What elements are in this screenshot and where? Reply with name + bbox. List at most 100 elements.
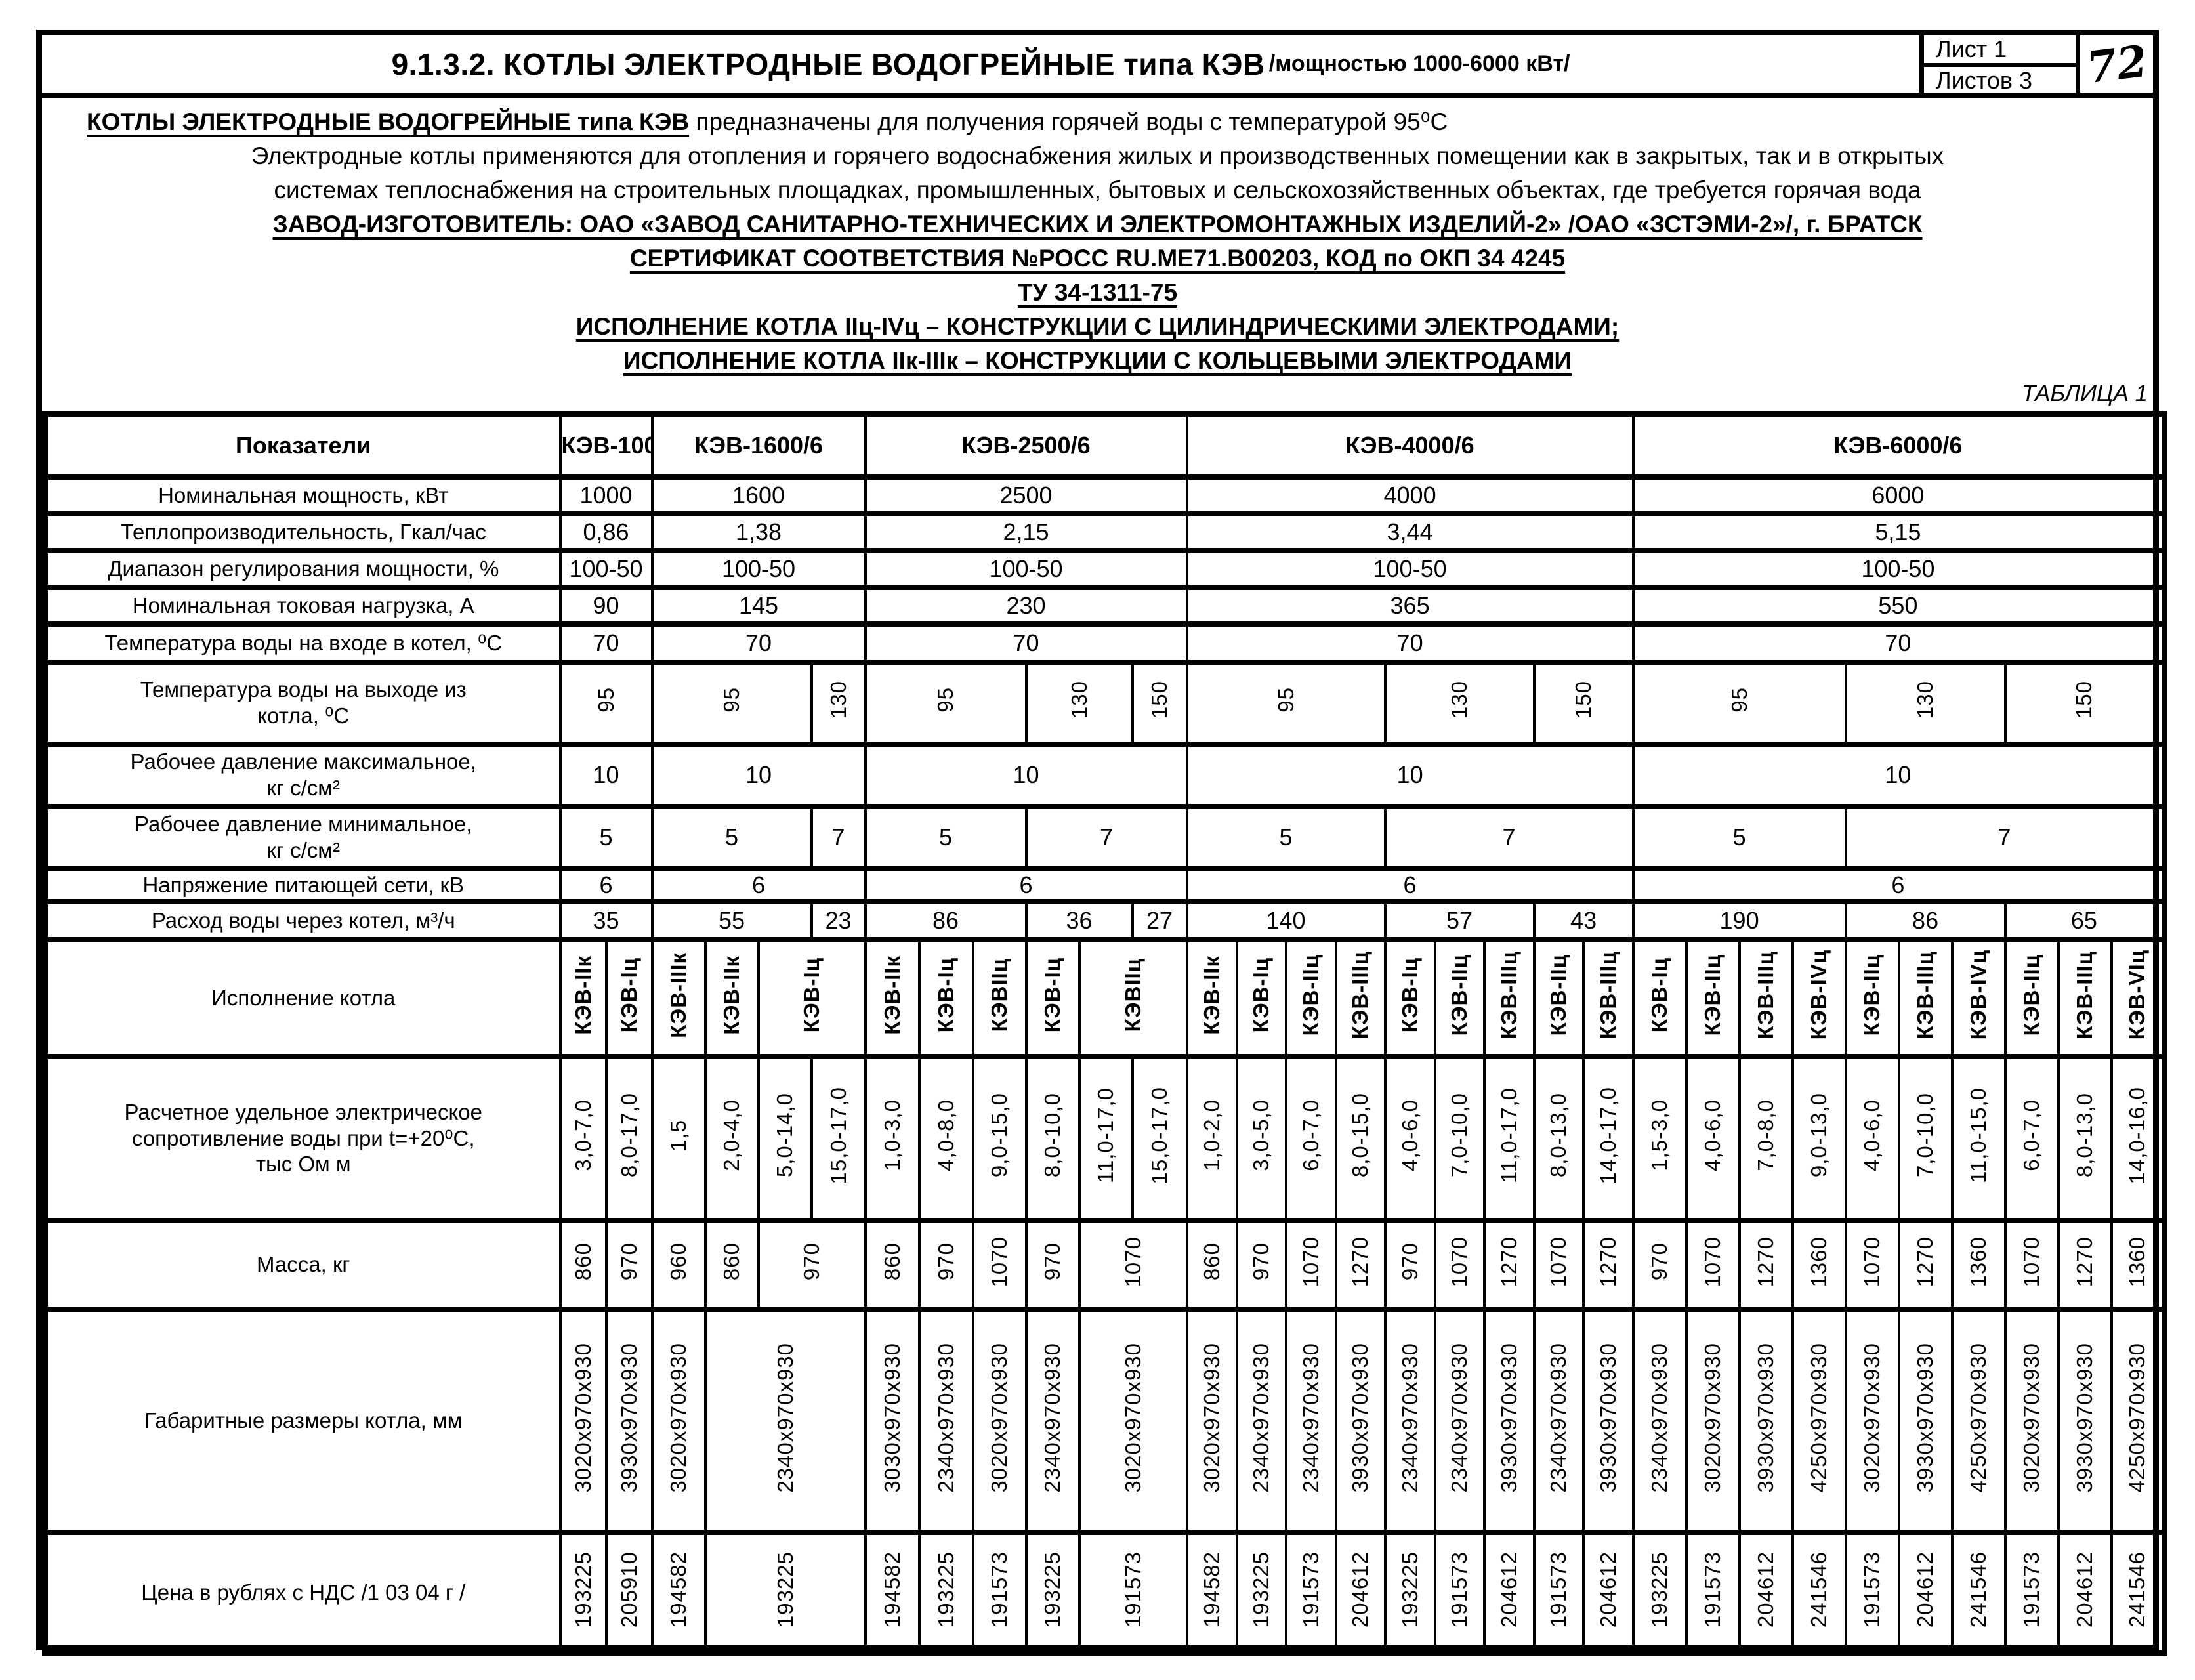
vertical-cell-text: 6,0-7,0 bbox=[1298, 1099, 1323, 1171]
vertical-cell-text: 15,0-17,0 bbox=[826, 1086, 850, 1185]
table-cell-r6c10: 130 bbox=[1844, 659, 2007, 747]
table-cell-r15c17: 204612 bbox=[1581, 1529, 1635, 1656]
vertical-cell-text: 3930х970х930 bbox=[1753, 1342, 1778, 1493]
table-cell-r14c6: 3020х970х930 bbox=[971, 1306, 1028, 1535]
table-cell-r14c17: 3930х970х930 bbox=[1581, 1306, 1635, 1535]
table-cell-r12c19: 8,0-13,0 bbox=[1532, 1053, 1585, 1223]
table-cell-r14c8: 3020х970х930 bbox=[1077, 1306, 1188, 1535]
vertical-cell-text: 193225 bbox=[570, 1551, 595, 1628]
vertical-cell-text: 204612 bbox=[1595, 1551, 1620, 1628]
table-cell-r13c7: 1070 bbox=[971, 1217, 1028, 1312]
table-cell-r6c2: 130 bbox=[810, 659, 867, 747]
table-cell-r15c15: 204612 bbox=[1482, 1529, 1536, 1656]
vertical-cell-text: 3,0-5,0 bbox=[1249, 1099, 1274, 1171]
vertical-cell-text: 1070 bbox=[1298, 1236, 1323, 1288]
table-cell-r11c16: КЭВ-IIIц bbox=[1482, 936, 1536, 1059]
vertical-cell-text: 191573 bbox=[1700, 1551, 1725, 1628]
vertical-cell-text: 1070 bbox=[1860, 1236, 1885, 1288]
row-label: Масса, кг bbox=[43, 1217, 562, 1312]
vertical-cell-text: КЭВ-IIц bbox=[2019, 954, 2044, 1036]
vertical-cell-text: 204612 bbox=[1753, 1551, 1778, 1628]
table-cell-r0c0: КЭВ-1000/6 bbox=[558, 411, 654, 480]
vertical-cell-text: КЭВ-IIц bbox=[1298, 954, 1323, 1036]
table-cell-r15c19: 191573 bbox=[1684, 1529, 1741, 1656]
table-cell-r12c27: 11,0-15,0 bbox=[1950, 1053, 2007, 1223]
table-cell-r8c1: 5 bbox=[650, 803, 813, 872]
table-cell-r6c3: 95 bbox=[864, 659, 1028, 747]
table-cell-r3c1: 100-50 bbox=[650, 547, 867, 590]
vertical-cell-text: КЭВ-Iц bbox=[1040, 957, 1064, 1033]
table-cell-r14c16: 2340х970х930 bbox=[1532, 1306, 1585, 1535]
table-cell-r11c14: КЭВ-Iц bbox=[1383, 936, 1436, 1059]
vertical-cell-text: 3020х970х930 bbox=[1700, 1342, 1725, 1493]
table-cell-r6c8: 150 bbox=[1532, 659, 1635, 747]
table-cell-r5c1: 70 bbox=[650, 621, 867, 665]
vertical-cell-text: КЭВIIц bbox=[987, 957, 1011, 1032]
table-cell-r12c6: 1,0-3,0 bbox=[864, 1053, 921, 1223]
vertical-cell-text: 150 bbox=[1147, 681, 1172, 719]
table-cell-r7c1: 10 bbox=[650, 741, 867, 809]
table-cell-r9c4: 6 bbox=[1631, 866, 2166, 904]
table-cell-r1c3: 4000 bbox=[1185, 474, 1635, 516]
table-cell-r15c12: 204612 bbox=[1334, 1529, 1387, 1656]
table-cell-r13c21: 1270 bbox=[1738, 1217, 1794, 1312]
vertical-cell-text: 1360 bbox=[1807, 1236, 1831, 1288]
vertical-cell-text: 4250х970х930 bbox=[1807, 1342, 1831, 1493]
table-cell-r11c23: КЭВ-IIц bbox=[1844, 936, 1900, 1059]
table-cell-r15c2: 194582 bbox=[650, 1529, 707, 1656]
table-cell-r14c9: 3020х970х930 bbox=[1185, 1306, 1238, 1535]
vertical-cell-text: КЭВ-Iц bbox=[1249, 957, 1274, 1033]
vertical-cell-text: 860 bbox=[879, 1242, 904, 1281]
table-cell-r15c25: 191573 bbox=[2003, 1529, 2060, 1656]
table-cell-r12c22: 4,0-6,0 bbox=[1684, 1053, 1741, 1223]
vertical-cell-text: 95 bbox=[593, 687, 618, 713]
vertical-cell-text: 7,0-8,0 bbox=[1753, 1099, 1778, 1171]
vertical-cell-text: КЭВIIц bbox=[1120, 957, 1145, 1032]
table-cell-r10c1: 55 bbox=[650, 898, 813, 942]
table-cell-r12c16: 4,0-6,0 bbox=[1383, 1053, 1436, 1223]
execution-line-ring: ИСПОЛНЕНИЕ КОТЛА IIк-IIIк – КОНСТРУКЦИИ … bbox=[623, 347, 1572, 374]
vertical-cell-text: КЭВ-Iц bbox=[616, 957, 641, 1033]
vertical-cell-text: 1070 bbox=[1447, 1236, 1472, 1288]
table-cell-r14c11: 2340х970х930 bbox=[1284, 1306, 1337, 1535]
vertical-cell-text: 191573 bbox=[2019, 1551, 2044, 1628]
vertical-cell-text: 2340х970х930 bbox=[1647, 1342, 1672, 1493]
table-cell-r13c5: 860 bbox=[864, 1217, 921, 1312]
table-cell-r11c11: КЭВ-Iц bbox=[1235, 936, 1287, 1059]
manufacturer-line: ЗАВОД-ИЗГОТОВИТЕЛЬ: ОАО «ЗАВОД САНИТАРНО… bbox=[272, 211, 1923, 238]
vertical-cell-text: 14,0-16,0 bbox=[2124, 1086, 2149, 1185]
intro-lead: КОТЛЫ ЭЛЕКТРОДНЫЕ ВОДОГРЕЙНЫЕ типа КЭВ bbox=[87, 108, 690, 135]
table-cell-r10c9: 190 bbox=[1631, 898, 1847, 942]
table-cell-r11c24: КЭВ-IIIц bbox=[1897, 936, 1954, 1059]
vertical-cell-text: 7,0-10,0 bbox=[1913, 1093, 1938, 1178]
vertical-cell-text: 860 bbox=[719, 1242, 743, 1281]
table-cell-r11c13: КЭВ-IIIц bbox=[1334, 936, 1387, 1059]
table-cell-r13c0: 860 bbox=[558, 1217, 608, 1312]
vertical-cell-text: 6,0-7,0 bbox=[2019, 1099, 2044, 1171]
vertical-cell-text: 1,5-3,0 bbox=[1647, 1099, 1672, 1171]
table-cell-r2c3: 3,44 bbox=[1185, 511, 1635, 553]
table-cell-r13c6: 970 bbox=[917, 1217, 974, 1312]
table-cell-r12c1: 8,0-17,0 bbox=[604, 1053, 654, 1223]
table-cell-r3c0: 100-50 bbox=[558, 547, 654, 590]
vertical-cell-text: 95 bbox=[1273, 687, 1298, 713]
table-cell-r12c0: 3,0-7,0 bbox=[558, 1053, 608, 1223]
vertical-cell-text: 1,0-2,0 bbox=[1199, 1099, 1224, 1171]
table-cell-r13c16: 1270 bbox=[1482, 1217, 1536, 1312]
table-cell-r14c20: 3930х970х930 bbox=[1738, 1306, 1794, 1535]
table-cell-r12c28: 6,0-7,0 bbox=[2003, 1053, 2060, 1223]
title-bar: 9.1.3.2. КОТЛЫ ЭЛЕКТРОДНЫЕ ВОДОГРЕЙНЫЕ т… bbox=[42, 35, 2153, 98]
table-cell-r15c21: 241546 bbox=[1791, 1529, 1847, 1656]
vertical-cell-text: 11,0-15,0 bbox=[1966, 1087, 1991, 1183]
table-cell-r11c26: КЭВ-IIц bbox=[2003, 936, 2060, 1059]
vertical-cell-text: 241546 bbox=[1807, 1551, 1831, 1628]
vertical-cell-text: 970 bbox=[799, 1242, 824, 1281]
table-cell-r13c2: 960 bbox=[650, 1217, 707, 1312]
table-cell-r10c7: 57 bbox=[1383, 898, 1536, 942]
table-cell-r14c26: 3930х970х930 bbox=[2057, 1306, 2113, 1535]
table-cell-r14c1: 3930х970х930 bbox=[604, 1306, 654, 1535]
vertical-cell-text: 3020х970х930 bbox=[570, 1342, 595, 1493]
vertical-cell-text: 1360 bbox=[2124, 1236, 2149, 1288]
table-cell-r14c12: 3930х970х930 bbox=[1334, 1306, 1387, 1535]
vertical-cell-text: 3930х970х930 bbox=[616, 1342, 641, 1493]
